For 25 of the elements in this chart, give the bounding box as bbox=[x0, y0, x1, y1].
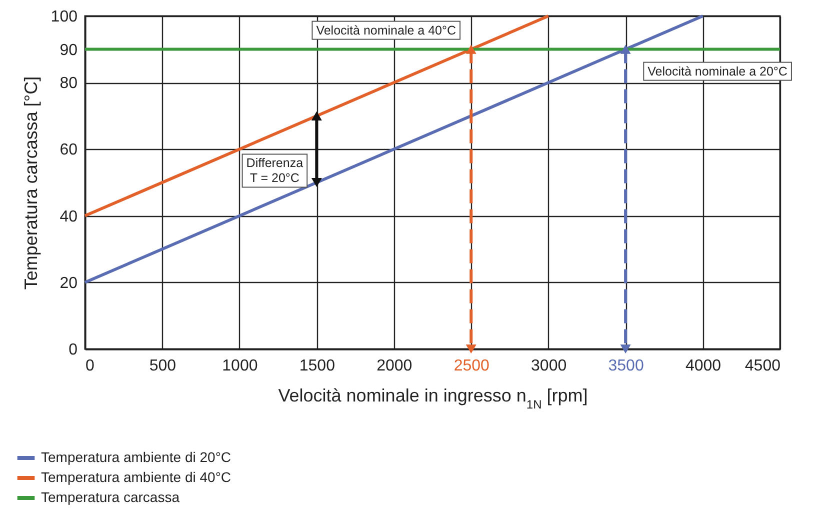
x-tick-label: 4000 bbox=[685, 358, 722, 374]
y-axis-title: Temperatura carcassa [°C] bbox=[20, 76, 41, 290]
x-tick-label: 2500 bbox=[454, 358, 490, 374]
x-tick-label: 4500 bbox=[744, 358, 781, 374]
x-tick-label: 500 bbox=[149, 358, 176, 374]
y-tick-label: 40 bbox=[60, 208, 78, 226]
x-tick-label: 2000 bbox=[376, 358, 412, 374]
legend-label: Temperatura carcassa bbox=[41, 489, 180, 505]
x-tick-label: 3000 bbox=[531, 358, 567, 374]
legend-label: Temperatura ambiente di 20°C bbox=[41, 449, 232, 465]
y-tick-label: 80 bbox=[60, 75, 78, 92]
annotation: Differenza T = 20°C bbox=[246, 156, 304, 186]
x-tick-label: 3500 bbox=[608, 358, 644, 374]
y-tick-label: 0 bbox=[68, 342, 78, 358]
x-tick-label: 1000 bbox=[222, 358, 258, 374]
legend-label: Temperatura ambiente di 40°C bbox=[41, 469, 232, 485]
annotation: Velocità nominale a 40°C bbox=[316, 23, 456, 38]
x-tick-label: 1500 bbox=[299, 358, 336, 374]
x-tick-label: 0 bbox=[86, 358, 94, 374]
y-tick-label: 100 bbox=[50, 8, 78, 26]
x-axis-title: Velocità nominale in ingresso n$_{1N}$ [rpm] bbox=[278, 386, 588, 412]
annotation: Velocità nominale a 20°C bbox=[648, 64, 788, 78]
y-tick-label: 20 bbox=[60, 274, 78, 292]
y-tick-label: 90 bbox=[60, 42, 78, 59]
y-tick-label: 60 bbox=[60, 142, 78, 159]
